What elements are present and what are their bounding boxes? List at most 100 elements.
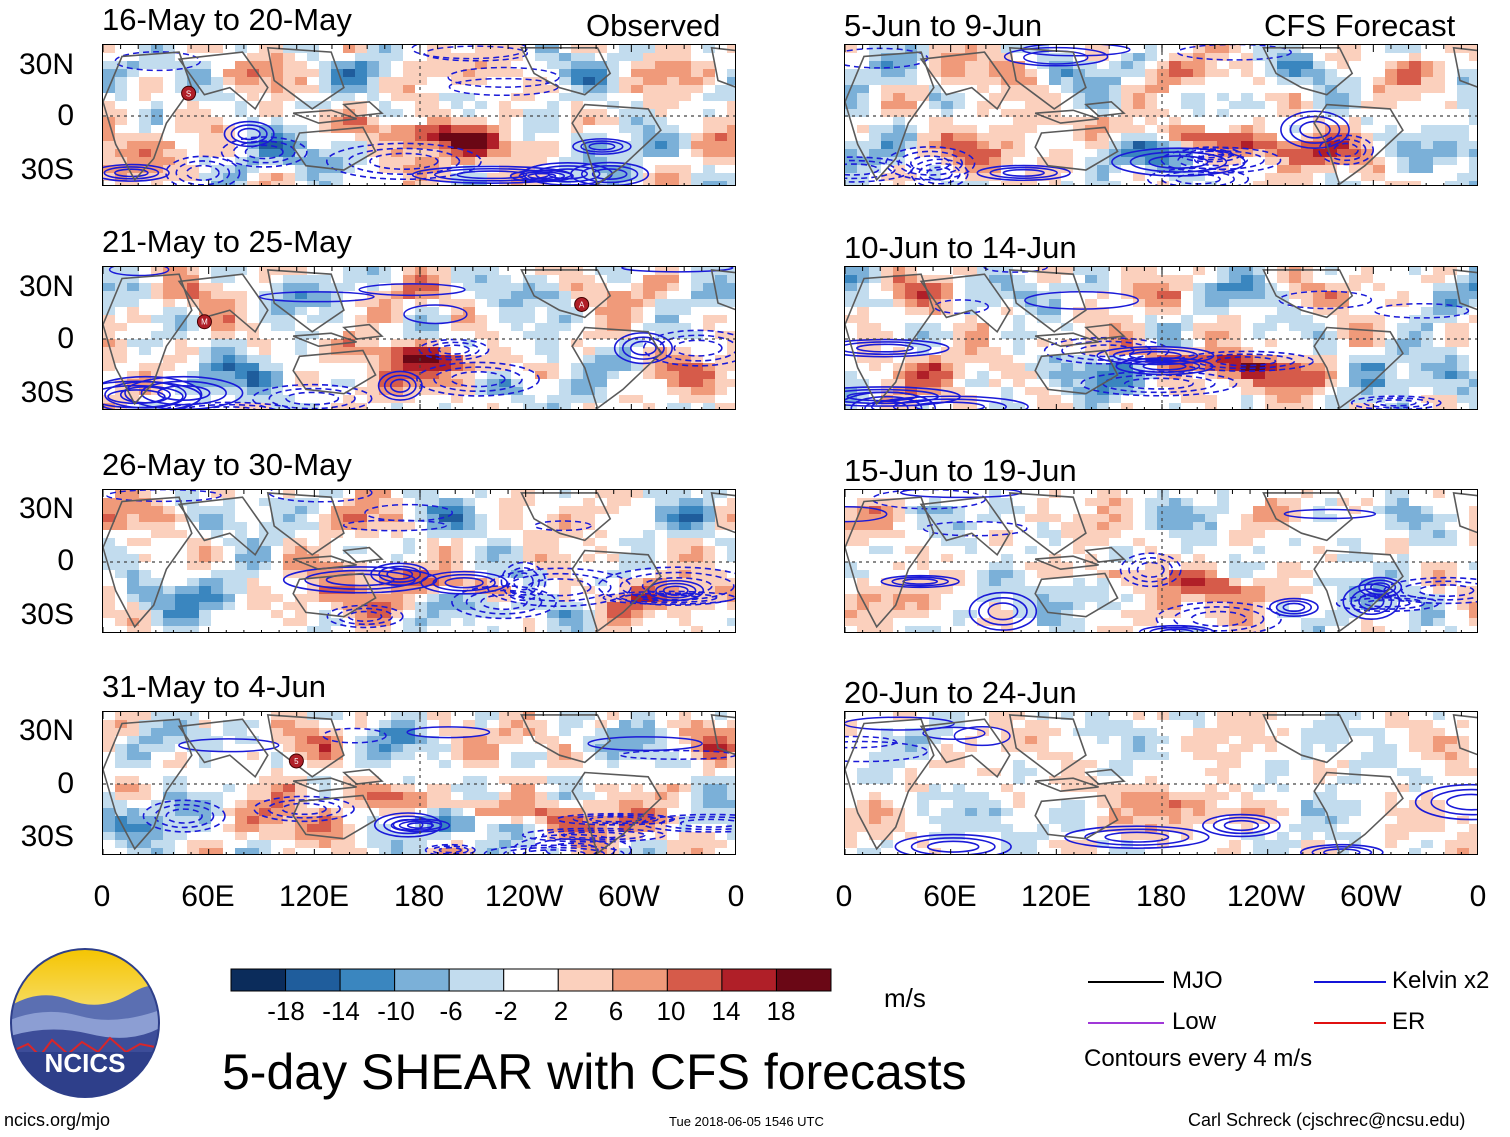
shear-cell xyxy=(103,514,116,523)
shear-cell xyxy=(727,339,735,348)
lat-label: 0 xyxy=(57,544,74,577)
shear-cell xyxy=(487,768,500,777)
shear-cell xyxy=(115,800,128,809)
shear-cell xyxy=(379,331,392,340)
shear-cell xyxy=(475,792,488,801)
shear-cell xyxy=(619,125,632,134)
shear-cell xyxy=(1049,133,1062,142)
shear-cell xyxy=(715,546,728,555)
shear-cell xyxy=(643,752,656,761)
shear-cell xyxy=(367,618,380,627)
shear-cell xyxy=(331,53,344,62)
shear-cell xyxy=(115,363,128,372)
shear-cell xyxy=(139,141,152,150)
observed-label: Observed xyxy=(586,8,721,43)
shear-cell xyxy=(679,848,692,854)
shear-cell xyxy=(499,546,512,555)
shear-cell xyxy=(199,331,212,340)
shear-cell xyxy=(571,133,584,142)
shear-cell xyxy=(655,752,668,761)
shear-cell xyxy=(403,403,416,409)
shear-cell xyxy=(1169,109,1182,118)
kelvin-contour xyxy=(175,160,231,185)
shear-cell xyxy=(595,395,608,404)
shear-cell xyxy=(271,355,284,364)
shear-cell xyxy=(451,618,464,627)
shear-cell xyxy=(295,85,308,94)
shear-cell xyxy=(619,498,632,507)
shear-cell xyxy=(379,736,392,745)
shear-cell xyxy=(1361,85,1374,94)
shear-cell xyxy=(1145,69,1158,78)
shear-cell xyxy=(547,530,560,539)
shear-cell xyxy=(487,85,500,94)
kelvin-contour xyxy=(483,844,625,854)
shear-cell xyxy=(1013,109,1026,118)
shear-cell xyxy=(559,387,572,396)
shear-cell xyxy=(211,69,224,78)
shear-cell xyxy=(319,299,332,308)
shear-cell xyxy=(379,141,392,150)
shear-cell xyxy=(463,339,476,348)
shear-cell xyxy=(559,379,572,388)
shear-cell xyxy=(127,546,140,555)
shear-cell xyxy=(139,363,152,372)
shear-cell xyxy=(523,77,536,86)
shear-cell xyxy=(523,610,536,619)
shear-cell xyxy=(727,53,735,62)
shear-cell xyxy=(187,610,200,619)
shear-cell xyxy=(691,626,704,632)
shear-cell xyxy=(115,45,128,54)
shear-cell xyxy=(427,832,440,841)
kelvin-contour xyxy=(673,339,723,357)
shear-cell xyxy=(727,618,735,627)
shear-cell xyxy=(1013,45,1026,54)
shear-cell xyxy=(211,752,224,761)
shear-cell xyxy=(1433,61,1446,70)
shear-cell xyxy=(619,562,632,571)
shear-cell xyxy=(547,395,560,404)
shear-cell xyxy=(199,712,212,721)
shear-cell xyxy=(869,69,882,78)
shear-cell xyxy=(631,331,644,340)
shear-cell xyxy=(727,165,735,174)
shear-cell xyxy=(499,173,512,182)
shear-cell xyxy=(439,157,452,166)
shear-cell xyxy=(1349,133,1362,142)
shear-cell xyxy=(703,125,716,134)
shear-cell xyxy=(235,339,248,348)
shear-cell xyxy=(535,283,548,292)
shear-cell xyxy=(139,267,152,276)
shear-cell xyxy=(511,712,524,721)
shear-cell xyxy=(247,307,260,316)
shear-cell xyxy=(1433,85,1446,94)
shear-cell xyxy=(691,832,704,841)
shear-cell xyxy=(619,824,632,833)
shear-cell xyxy=(403,331,416,340)
shear-cell xyxy=(1445,69,1458,78)
shear-cell xyxy=(103,61,116,70)
shear-cell xyxy=(1217,141,1230,150)
shear-cell xyxy=(679,712,692,721)
shear-cell xyxy=(475,626,488,632)
shear-cell xyxy=(643,77,656,86)
kelvin-contour xyxy=(465,589,543,615)
lat-label: 30N xyxy=(18,492,74,525)
shear-cell xyxy=(355,578,368,587)
shear-cell xyxy=(259,800,272,809)
kelvin-contour xyxy=(103,375,203,409)
shear-cell xyxy=(367,157,380,166)
shear-cell xyxy=(535,594,548,603)
kelvin-contour xyxy=(506,572,612,602)
shear-cell xyxy=(1085,45,1098,54)
shear-cell xyxy=(715,275,728,284)
shear-cell xyxy=(115,77,128,86)
coastline xyxy=(520,714,612,764)
shear-cell xyxy=(1049,69,1062,78)
shear-cell xyxy=(391,626,404,632)
shear-cell xyxy=(439,832,452,841)
shear-cell xyxy=(487,752,500,761)
shear-cell xyxy=(235,275,248,284)
shear-cell xyxy=(115,768,128,777)
shear-cell xyxy=(487,267,500,276)
